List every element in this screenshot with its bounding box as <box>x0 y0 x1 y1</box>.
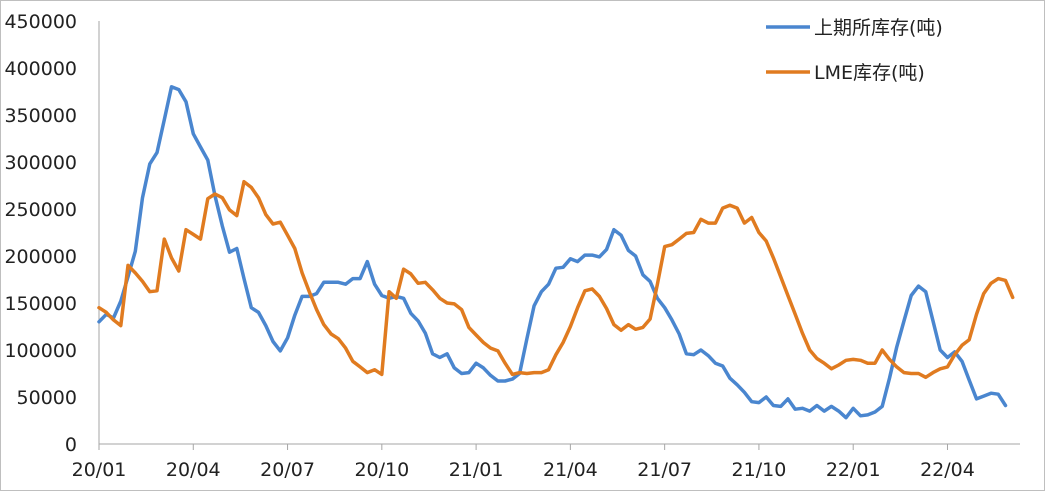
y-tick-label: 350000 <box>4 105 77 127</box>
legend-label-shfe: 上期所库存(吨) <box>814 17 943 39</box>
y-tick-label: 300000 <box>4 152 77 174</box>
legend: 上期所库存(吨) LME库存(吨) <box>766 17 943 84</box>
series-line-lme <box>97 179 1015 380</box>
y-tick-label: 250000 <box>4 199 77 221</box>
x-tick-label: 21/04 <box>543 459 598 481</box>
y-tick-label: 200000 <box>4 246 77 268</box>
x-tick-label: 20/07 <box>260 459 315 481</box>
x-tick-label: 21/07 <box>637 459 692 481</box>
x-tick-label: 21/10 <box>732 459 787 481</box>
y-tick-label: 0 <box>65 434 77 456</box>
x-tick-label: 22/01 <box>826 459 881 481</box>
y-tick-label: 150000 <box>4 293 77 315</box>
legend-label-lme: LME库存(吨) <box>814 62 925 84</box>
series-layer <box>97 85 1015 420</box>
x-tick-label: 22/04 <box>920 459 975 481</box>
x-tick-label: 20/01 <box>72 459 127 481</box>
x-tick-label: 21/01 <box>449 459 504 481</box>
series-line-shfe <box>97 85 1008 420</box>
y-tick-label: 100000 <box>4 340 77 362</box>
x-axis: 20/01 20/04 20/07 20/10 21/01 21/04 21/07 21/10… <box>72 443 1020 481</box>
y-axis: 0 50000 100000 150000 200000 250000 300000 3500… <box>4 11 100 456</box>
y-tick-label: 450000 <box>4 11 77 33</box>
x-tick-label: 20/04 <box>166 459 221 481</box>
x-tick-label: 20/10 <box>354 459 409 481</box>
y-tick-label: 50000 <box>17 387 77 409</box>
y-tick-label: 400000 <box>4 58 77 80</box>
